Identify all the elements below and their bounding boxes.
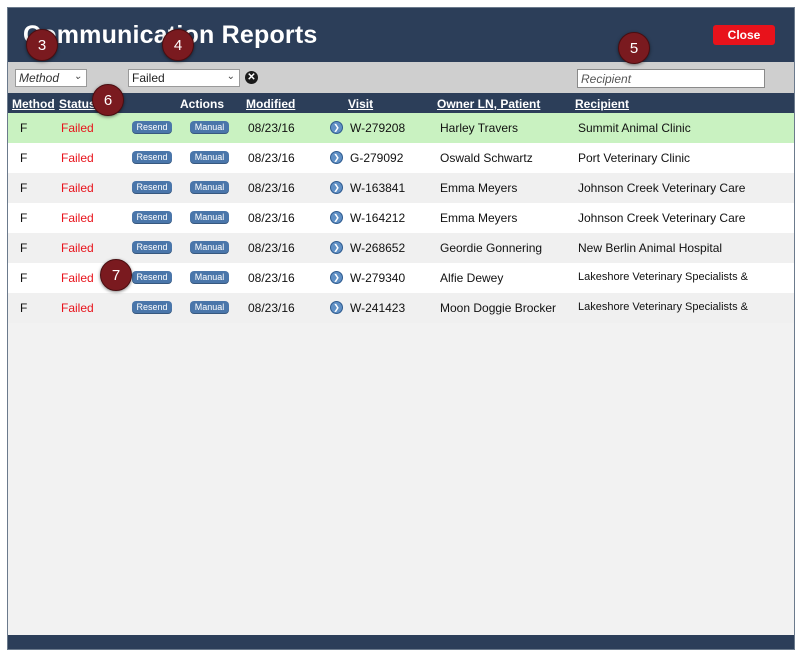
row-status: Failed: [61, 121, 94, 135]
column-header-recipient[interactable]: Recipient: [575, 97, 630, 111]
manual-button[interactable]: Manual: [190, 271, 229, 284]
visit-arrow-icon[interactable]: ❯: [330, 241, 343, 254]
window-footer: [8, 635, 794, 649]
row-visit: W-241423: [350, 301, 406, 315]
row-method: F: [20, 211, 28, 225]
column-header-actions: Actions: [180, 97, 225, 111]
column-header-modified[interactable]: Modified: [246, 97, 296, 111]
row-visit: G-279092: [350, 151, 404, 165]
visit-arrow-icon[interactable]: ❯: [330, 211, 343, 224]
row-status: Failed: [61, 151, 94, 165]
row-owner: Emma Meyers: [440, 211, 518, 225]
resend-button[interactable]: Resend: [132, 181, 172, 194]
resend-button[interactable]: Resend: [132, 241, 172, 254]
row-method: F: [20, 151, 28, 165]
row-modified: 08/23/16: [248, 241, 295, 255]
visit-arrow-icon[interactable]: ❯: [330, 301, 343, 314]
resend-button[interactable]: Resend: [132, 271, 172, 284]
title-bar: Communication Reports Close: [8, 8, 794, 62]
row-modified: 08/23/16: [248, 151, 295, 165]
table-row[interactable]: F Failed Resend Manual 08/23/16 ❯ G-2790…: [8, 143, 794, 173]
row-owner: Harley Travers: [440, 121, 519, 135]
column-header-method[interactable]: Method: [12, 97, 55, 111]
row-owner: Moon Doggie Brocker: [440, 301, 557, 315]
annotation-marker-6: 6: [92, 84, 124, 116]
chevron-down-icon: ⌄: [226, 71, 235, 82]
report-table-body: F Failed Resend Manual 08/23/16 ❯ W-2792…: [8, 113, 794, 323]
row-method: F: [20, 241, 28, 255]
row-visit: W-279340: [350, 271, 406, 285]
row-owner: Oswald Schwartz: [440, 151, 533, 165]
row-status: Failed: [61, 271, 94, 285]
row-visit: W-164212: [350, 211, 406, 225]
row-modified: 08/23/16: [248, 181, 295, 195]
row-modified: 08/23/16: [248, 301, 295, 315]
resend-button[interactable]: Resend: [132, 151, 172, 164]
annotation-marker-5: 5: [618, 32, 650, 64]
filter-bar: Method ⌄ Failed ⌄ ✕: [8, 62, 794, 93]
close-button[interactable]: Close: [713, 25, 775, 45]
resend-button[interactable]: Resend: [132, 301, 172, 314]
row-recipient: Lakeshore Veterinary Specialists &: [578, 271, 748, 283]
annotation-marker-7: 7: [100, 259, 132, 291]
row-visit: W-163841: [350, 181, 406, 195]
row-status: Failed: [61, 241, 94, 255]
visit-arrow-icon[interactable]: ❯: [330, 271, 343, 284]
table-header: Method Status Actions Modified Visit Own…: [8, 93, 794, 113]
row-method: F: [20, 271, 28, 285]
resend-button[interactable]: Resend: [132, 121, 172, 134]
row-visit: W-268652: [350, 241, 406, 255]
manual-button[interactable]: Manual: [190, 121, 229, 134]
chevron-down-icon: ⌄: [73, 71, 82, 82]
row-modified: 08/23/16: [248, 211, 295, 225]
row-recipient: New Berlin Animal Hospital: [578, 241, 723, 255]
row-owner: Alfie Dewey: [440, 271, 504, 285]
row-recipient: Lakeshore Veterinary Specialists &: [578, 301, 748, 313]
visit-arrow-icon[interactable]: ❯: [330, 151, 343, 164]
table-row[interactable]: F Failed Resend Manual 08/23/16 ❯ W-1638…: [8, 173, 794, 203]
row-modified: 08/23/16: [248, 271, 295, 285]
resend-button[interactable]: Resend: [132, 211, 172, 224]
row-status: Failed: [61, 211, 94, 225]
row-status: Failed: [61, 301, 94, 315]
column-header-owner[interactable]: Owner LN, Patient: [437, 97, 541, 111]
manual-button[interactable]: Manual: [190, 151, 229, 164]
row-recipient: Johnson Creek Veterinary Care: [578, 181, 746, 195]
method-filter-value: Method: [19, 71, 60, 85]
row-owner: Geordie Gonnering: [440, 241, 543, 255]
manual-button[interactable]: Manual: [190, 301, 229, 314]
table-row[interactable]: F Failed Resend Manual 08/23/16 ❯ W-2686…: [8, 233, 794, 263]
row-method: F: [20, 181, 28, 195]
manual-button[interactable]: Manual: [190, 241, 229, 254]
row-recipient: Summit Animal Clinic: [578, 121, 691, 135]
visit-arrow-icon[interactable]: ❯: [330, 181, 343, 194]
row-modified: 08/23/16: [248, 121, 295, 135]
status-filter-select[interactable]: Failed ⌄: [128, 69, 240, 87]
manual-button[interactable]: Manual: [190, 181, 229, 194]
communication-reports-window: Communication Reports Close Method ⌄ Fai…: [7, 7, 795, 650]
status-filter-value: Failed: [132, 71, 165, 85]
table-row[interactable]: F Failed Resend Manual 08/23/16 ❯ W-2792…: [8, 113, 794, 143]
row-recipient: Port Veterinary Clinic: [578, 151, 691, 165]
visit-arrow-icon[interactable]: ❯: [330, 121, 343, 134]
method-filter-select[interactable]: Method ⌄: [15, 69, 87, 87]
clear-filter-icon[interactable]: ✕: [245, 71, 258, 84]
row-method: F: [20, 121, 28, 135]
row-method: F: [20, 301, 28, 315]
recipient-search-input[interactable]: [577, 69, 765, 88]
table-row[interactable]: F Failed Resend Manual 08/23/16 ❯ W-2414…: [8, 293, 794, 323]
column-header-status[interactable]: Status: [59, 97, 96, 111]
table-row[interactable]: F Failed Resend Manual 08/23/16 ❯ W-2793…: [8, 263, 794, 293]
row-status: Failed: [61, 181, 94, 195]
row-recipient: Johnson Creek Veterinary Care: [578, 211, 746, 225]
manual-button[interactable]: Manual: [190, 211, 229, 224]
table-row[interactable]: F Failed Resend Manual 08/23/16 ❯ W-1642…: [8, 203, 794, 233]
row-owner: Emma Meyers: [440, 181, 518, 195]
annotation-marker-4: 4: [162, 29, 194, 61]
annotation-marker-3: 3: [26, 29, 58, 61]
row-visit: W-279208: [350, 121, 406, 135]
column-header-visit[interactable]: Visit: [348, 97, 374, 111]
